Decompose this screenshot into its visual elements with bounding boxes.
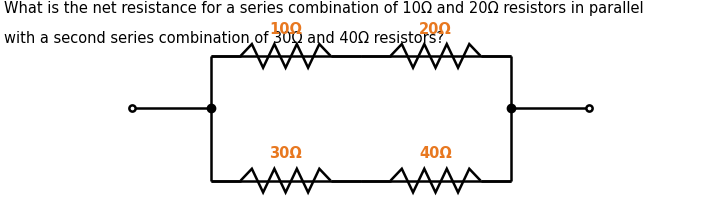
Text: 10Ω: 10Ω [269,22,302,37]
Text: 40Ω: 40Ω [419,146,452,161]
Text: with a second series combination of 30Ω and 40Ω resistors?: with a second series combination of 30Ω … [4,31,443,46]
Text: What is the net resistance for a series combination of 10Ω and 20Ω resistors in : What is the net resistance for a series … [4,1,643,16]
Text: 30Ω: 30Ω [269,146,302,161]
Text: 20Ω: 20Ω [419,22,452,37]
